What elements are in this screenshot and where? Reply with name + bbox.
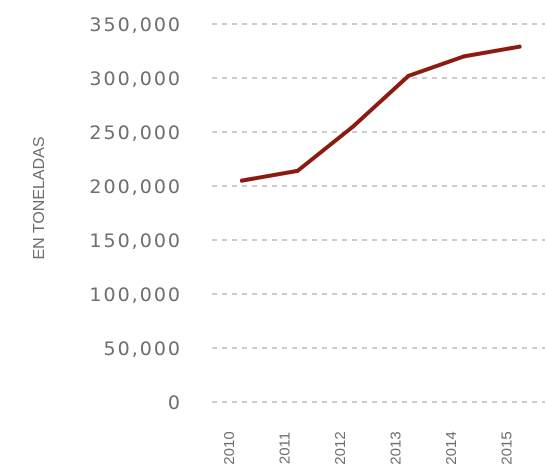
x-tick-label: 2014 (443, 431, 460, 464)
y-tick-label: 0 (168, 392, 182, 414)
x-tick-label: 2013 (388, 431, 405, 464)
data-point (406, 73, 411, 78)
y-tick-label: 100,000 (89, 284, 182, 306)
x-tick-label: 2012 (332, 431, 349, 464)
y-axis-title: EN TONELADAS (31, 136, 48, 259)
y-tick-label: 300,000 (89, 68, 182, 90)
data-point (240, 178, 244, 183)
x-tick-label: 2010 (221, 431, 238, 464)
series-line (240, 44, 522, 183)
x-tick-label: 2015 (499, 431, 516, 464)
y-tick-label: 50,000 (104, 338, 182, 360)
y-tick-label: 250,000 (89, 122, 182, 144)
y-tick-label: 200,000 (89, 176, 182, 198)
y-tick-label: 150,000 (89, 230, 182, 252)
data-point (517, 44, 522, 49)
x-tick-label: 2011 (277, 432, 294, 464)
data-point (351, 124, 355, 129)
y-tick-label: 350,000 (89, 14, 182, 36)
data-point (462, 54, 466, 59)
data-point (295, 168, 300, 173)
